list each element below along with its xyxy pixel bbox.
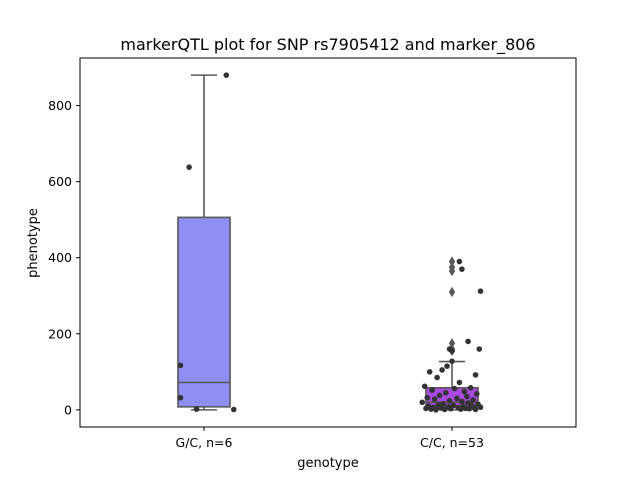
data-point (436, 392, 443, 399)
data-point (440, 400, 447, 407)
data-point (444, 363, 450, 369)
x-axis-label: genotype (297, 456, 358, 471)
y-axis-label: phenotype (26, 208, 41, 278)
data-point (424, 394, 431, 401)
data-point (477, 404, 484, 411)
chart-title: markerQTL plot for SNP rs7905412 and mar… (120, 35, 535, 55)
data-point (459, 398, 465, 405)
data-point (467, 385, 474, 391)
data-point (472, 372, 479, 378)
data-point (419, 399, 426, 406)
data-point (193, 406, 200, 412)
data-point (456, 258, 463, 265)
data-point (476, 346, 483, 352)
data-point (441, 406, 448, 413)
box-group (177, 74, 231, 411)
y-tick-label: 600 (48, 174, 72, 189)
outlier-marker (448, 262, 456, 273)
y-tick-label: 400 (48, 250, 72, 265)
data-point (443, 389, 449, 396)
data-point (472, 406, 479, 413)
x-tick-label: G/C, n=6 (176, 435, 233, 450)
data-point (177, 362, 184, 369)
data-point (474, 391, 480, 397)
data-point (451, 385, 458, 392)
data-point (230, 406, 237, 413)
data-point (477, 288, 484, 294)
y-axis: 0 200 400 600 800 (48, 98, 80, 417)
data-point (456, 379, 463, 386)
data-point (428, 406, 434, 412)
data-point (223, 72, 230, 78)
data-point (431, 396, 438, 403)
data-point (464, 393, 470, 400)
points-layer (177, 72, 484, 413)
data-point (446, 397, 453, 404)
y-tick-label: 0 (64, 402, 72, 417)
data-point (439, 367, 445, 373)
data-point (177, 394, 184, 401)
data-point (446, 346, 453, 352)
y-tick-label: 800 (48, 98, 72, 113)
data-point (459, 266, 465, 272)
x-axis: G/C, n=6 C/C, n=53 (176, 427, 484, 450)
data-point (449, 358, 455, 364)
data-point (447, 405, 454, 412)
data-point (426, 369, 433, 375)
data-point (466, 405, 473, 412)
y-tick-label: 200 (48, 326, 72, 341)
data-point (454, 395, 460, 402)
data-point (423, 405, 429, 412)
box-iqr (177, 216, 231, 408)
data-point (461, 388, 468, 395)
data-point (421, 383, 428, 390)
outlier-marker (448, 338, 456, 349)
outlier-marker (448, 256, 456, 267)
data-point (457, 406, 464, 412)
data-point (433, 407, 439, 413)
data-point (470, 397, 476, 403)
data-point (465, 338, 471, 345)
data-point (186, 164, 192, 170)
data-point (434, 374, 440, 381)
data-point (429, 387, 435, 393)
outlier-marker (448, 286, 456, 298)
x-tick-label: C/C, n=53 (420, 435, 484, 450)
plot-area (79, 57, 577, 428)
